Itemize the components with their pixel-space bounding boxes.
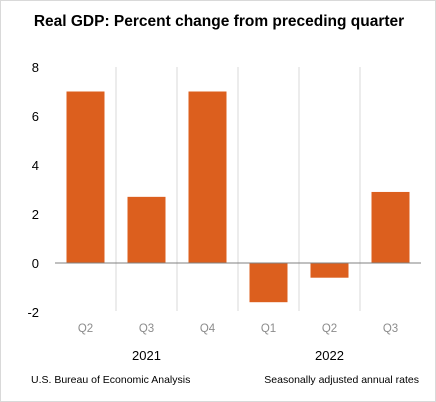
y-tick-label: 0	[32, 256, 39, 271]
year-label: 2021	[132, 348, 161, 363]
source-note: U.S. Bureau of Economic Analysis	[31, 374, 191, 386]
chart-title: Real GDP: Percent change from preceding …	[33, 13, 405, 30]
bar-2	[127, 196, 166, 263]
bar-1	[66, 91, 105, 263]
y-tick-label: 6	[32, 109, 39, 124]
x-tick-label: Q2	[78, 323, 93, 335]
bar-3	[188, 91, 227, 263]
y-tick-label: -2	[27, 305, 39, 320]
y-tick-label: 8	[32, 60, 39, 75]
bar-5	[310, 263, 349, 278]
rates-note: Seasonally adjusted annual rates	[264, 374, 419, 386]
bar-4	[249, 263, 288, 303]
x-tick-label: Q1	[261, 323, 276, 335]
x-tick-label: Q3	[139, 323, 154, 335]
y-tick-label: 2	[32, 207, 39, 222]
x-tick-label: Q3	[383, 323, 398, 335]
x-tick-label: Q4	[200, 323, 216, 335]
y-tick-label: 4	[32, 158, 39, 173]
bar-6	[371, 191, 410, 263]
year-label: 2022	[315, 348, 344, 363]
x-tick-label: Q2	[322, 323, 337, 335]
